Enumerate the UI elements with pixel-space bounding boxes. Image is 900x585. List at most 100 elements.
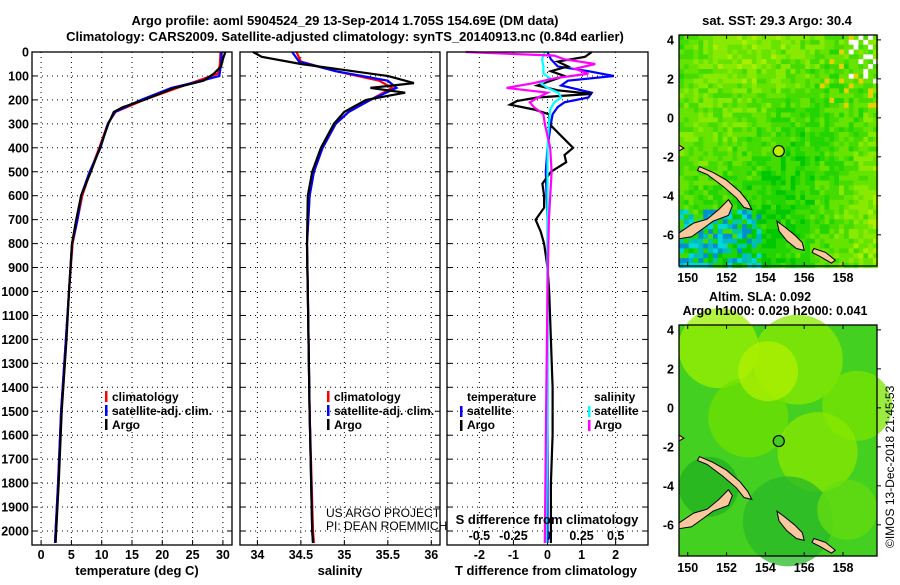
sst-pixel [858,73,864,79]
sst-pixel [853,44,859,50]
sst-pixel [848,83,854,89]
sst-pixel [829,117,835,123]
sst-pixel [829,248,835,254]
sst-pixel [843,214,850,220]
sst-pixel [809,141,816,147]
sst-pixel [766,73,772,79]
sst-pixel [708,204,714,210]
sst-pixel [742,83,748,89]
sst-pixel [873,156,879,162]
sst-pixel [679,35,685,41]
sst-pixel [683,190,689,196]
sst-pixel [737,219,743,225]
sst-pixel [814,185,820,191]
sst-pixel [712,127,719,133]
sst-pixel [780,59,786,65]
sst-pixel [679,204,685,210]
sst-pixel [698,122,704,128]
sst-pixel [829,170,835,176]
sst-pixel [785,83,791,89]
sst-pixel [848,170,854,176]
sst-pixel [780,243,786,249]
sst-pixel [790,258,796,264]
sst-pixel [727,258,733,264]
sst-pixel [708,229,714,235]
sst-pixel [679,243,685,249]
sst-pixel [780,102,786,109]
sst-pixel [819,146,825,152]
sst-pixel [746,73,753,79]
sst-pixel [834,107,840,113]
sst-pixel [848,132,854,138]
sst-pixel [693,258,699,264]
sst-pixel [679,78,685,84]
sst-pixel [717,253,723,259]
sst-pixel [708,238,714,244]
sst-pixel [683,132,689,138]
sst-pixel [868,214,874,220]
sst-pixel [776,49,782,55]
sst-pixel [693,165,699,172]
sst-pixel [824,195,830,201]
sst-pixel [824,78,830,84]
sst-pixel [839,49,845,55]
sst-pixel [703,49,709,55]
sst-pixel [746,195,753,201]
sst-pixel [746,248,753,254]
sst-pixel [785,136,791,142]
salinity-xlabel: salinity [318,563,364,578]
sst-pixel [722,39,728,45]
sst-pixel [824,248,830,254]
sst-pixel [824,64,830,70]
sst-pixel [814,117,820,123]
sst-pixel [805,59,811,65]
sst-pixel [853,229,859,235]
sst-pixel [703,199,709,206]
sst-pixel [693,49,699,55]
sst-pixel [756,219,762,225]
sst-pixel [824,199,830,206]
sst-pixel [800,248,806,254]
sst-pixel [848,68,854,75]
sst-pixel [848,229,854,235]
sst-pixel [834,165,840,172]
sst-pixel [717,258,723,264]
sst-pixel [771,54,777,60]
sst-pixel [766,238,772,244]
sst-pixel [780,35,786,41]
sst-pixel [727,98,733,104]
sst-pixel [756,190,762,196]
sst-pixel [785,39,791,45]
sst-pixel [703,165,709,172]
sst-pixel [756,93,762,99]
sst-pixel [795,49,801,55]
plot-frame [446,51,649,546]
sst-pixel [693,233,699,239]
sst-pixel [863,73,869,79]
sst-pixel [756,258,762,264]
sst-pixel [693,102,699,109]
sst-pixel [771,49,777,55]
sst-pixel [717,122,723,128]
sst-pixel [814,161,820,167]
sst-pixel [742,180,748,186]
sst-pixel [776,44,782,50]
sst-pixel [819,136,825,142]
sst-pixel [834,185,840,191]
sst-pixel [679,248,685,254]
sst-pixel [795,107,801,113]
sst-pixel [712,146,719,152]
sst-pixel [858,161,864,167]
sst-pixel [839,107,845,113]
lat-tick-label: -6 [663,228,674,242]
sst-pixel [809,214,816,220]
sst-pixel [829,73,835,79]
sst-pixel [742,68,748,75]
sst-pixel [742,117,748,123]
sst-pixel [683,165,689,172]
sst-pixel [742,127,748,133]
sst-pixel [858,204,864,210]
sst-pixel [693,146,699,152]
sst-pixel [712,54,719,60]
sst-pixel [688,35,694,41]
